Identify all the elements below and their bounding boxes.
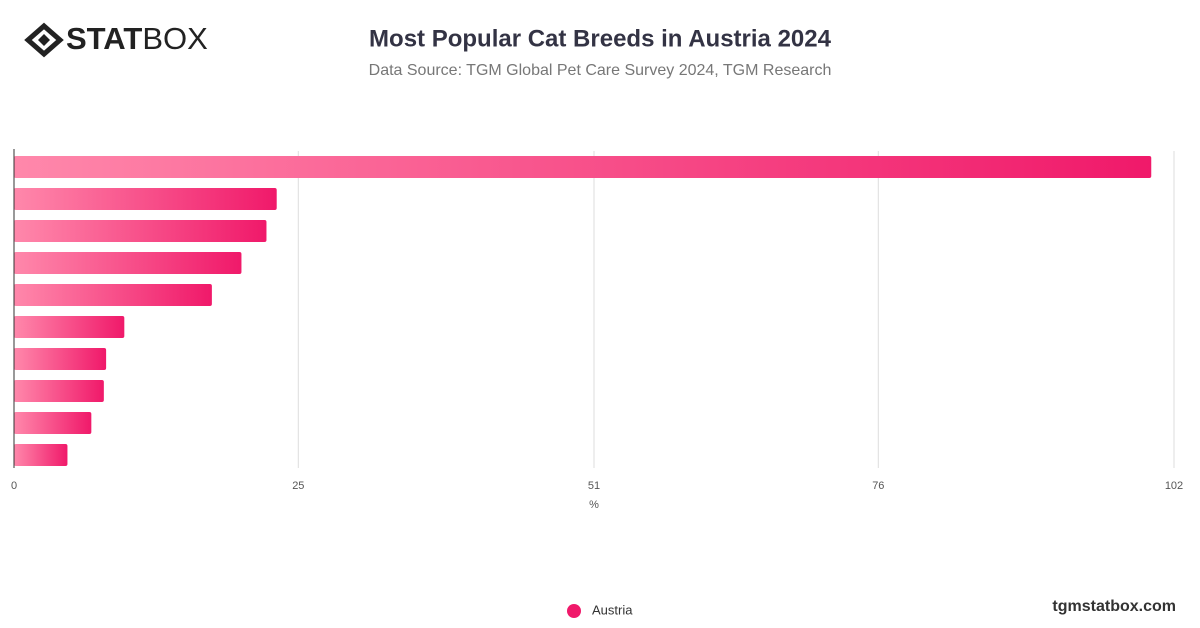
bar xyxy=(14,444,68,466)
bar xyxy=(14,252,242,274)
logo-strong: STAT xyxy=(66,21,142,56)
logo-light: BOX xyxy=(142,21,208,56)
x-tick-label: 76 xyxy=(872,480,884,492)
bar xyxy=(14,284,212,306)
bar xyxy=(14,188,277,210)
chart-subtitle: Data Source: TGM Global Pet Care Survey … xyxy=(369,62,832,79)
legend-marker xyxy=(567,604,581,618)
logo-text: STATBOX xyxy=(66,21,208,56)
chart-title: Most Popular Cat Breeds in Austria 2024 xyxy=(369,25,832,52)
x-tick-label: 51 xyxy=(588,480,600,492)
x-tick-label: 102 xyxy=(1165,480,1183,492)
bar xyxy=(14,380,104,402)
bar xyxy=(14,220,267,242)
footer: tgmstatbox.com xyxy=(1052,598,1176,615)
legend-label: Austria xyxy=(592,602,633,617)
x-tick-label: 0 xyxy=(11,480,17,492)
logo: STATBOX xyxy=(24,21,208,58)
bar xyxy=(14,156,1152,178)
x-tick-label: 25 xyxy=(292,480,304,492)
bar xyxy=(14,316,125,338)
bar xyxy=(14,412,92,434)
logo-icon-core xyxy=(38,34,50,46)
x-axis-label: % xyxy=(589,499,599,511)
bar xyxy=(14,348,107,370)
logo-icon xyxy=(24,22,64,58)
